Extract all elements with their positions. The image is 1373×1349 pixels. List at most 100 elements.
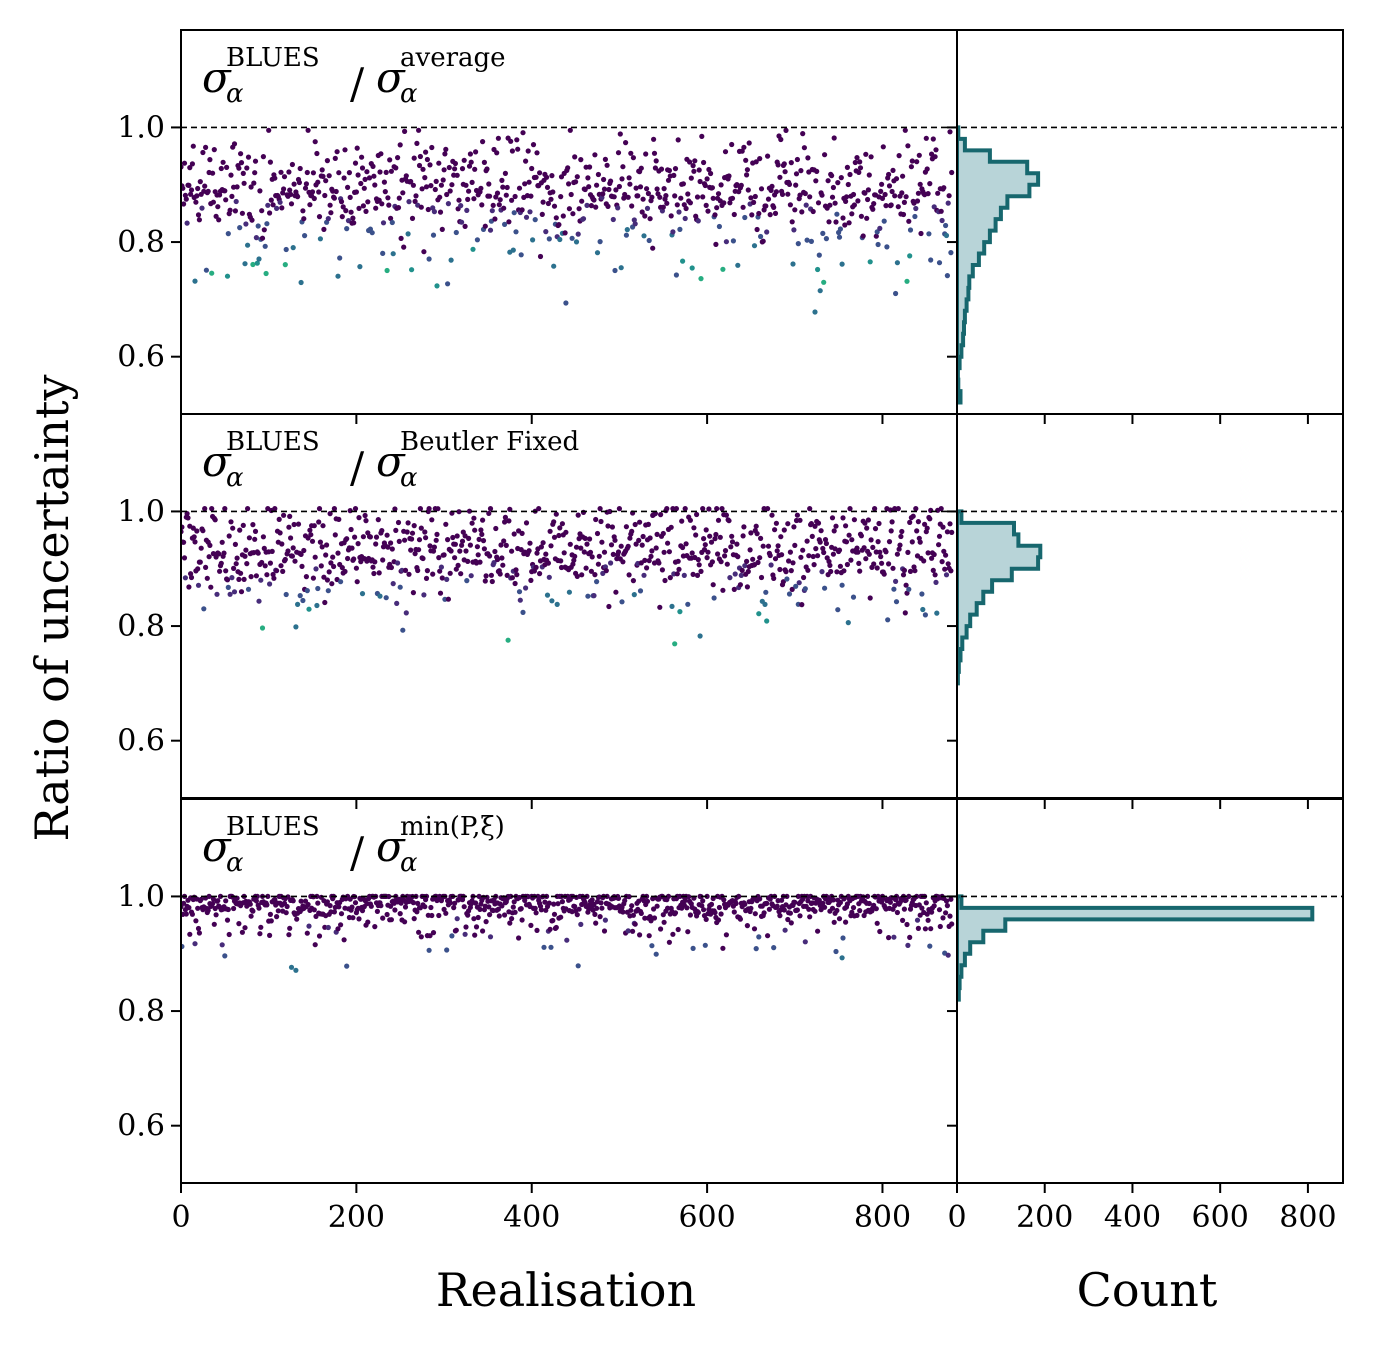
scatter-point [893, 176, 900, 182]
scatter-point [644, 565, 650, 571]
scatter-point [516, 935, 522, 941]
bottom-x-ticks: 0 200 400 600 800 0 200 400 600 800 [171, 1183, 1337, 1235]
scatter-point [504, 184, 510, 191]
scatter-point [658, 511, 664, 518]
scatter-point [335, 926, 341, 932]
scatter-point [256, 905, 262, 911]
scatter-point [392, 907, 398, 913]
scatter-point [906, 218, 912, 224]
scatter-point [699, 133, 705, 139]
scatter-point [376, 570, 382, 576]
scatter-point [352, 160, 359, 166]
scatter-point [804, 237, 810, 243]
scatter-point [493, 525, 499, 532]
scatter-point [211, 147, 217, 153]
scatter-point [233, 198, 239, 205]
scatter-point [572, 903, 578, 910]
scatter-point [946, 193, 952, 199]
scatter-point [739, 567, 745, 574]
scatter-point [181, 185, 186, 191]
scatter-point [241, 180, 247, 186]
scatter-point [215, 898, 221, 904]
scatter-point [427, 543, 433, 549]
scatter-point [858, 533, 865, 539]
y-tick-label: 0.6 [117, 340, 165, 375]
scatter-point [886, 171, 892, 178]
scatter-point [360, 203, 366, 209]
scatter-point [312, 554, 318, 560]
scatter-point [922, 521, 928, 527]
scatter-point [278, 169, 284, 175]
scatter-point [523, 520, 530, 526]
scatter-point [291, 521, 297, 528]
scatter-point [423, 535, 429, 541]
scatter-point [494, 556, 501, 563]
scatter-point [223, 197, 229, 203]
scatter-point [601, 928, 608, 934]
scatter-point [270, 202, 276, 208]
hist-frame [956, 29, 1344, 415]
scatter-point [311, 195, 317, 202]
scatter-point [443, 521, 449, 527]
scatter-point [598, 518, 604, 525]
scatter-point [511, 899, 517, 905]
scatter-point [475, 552, 481, 558]
scatter-point [452, 555, 458, 561]
scatter-point [495, 906, 501, 912]
scatter-point [674, 571, 680, 577]
scatter-point [852, 159, 858, 166]
scatter-point [459, 219, 465, 225]
scatter-point [381, 179, 387, 185]
scatter-point [582, 535, 588, 542]
scatter-point [314, 602, 320, 609]
scatter-point [334, 149, 340, 155]
scatter-point [660, 204, 666, 210]
scatter-point [741, 524, 747, 530]
scatter-point [411, 523, 417, 529]
scatter-point [412, 551, 418, 557]
scatter-point [181, 201, 187, 207]
scatter-point [500, 562, 506, 568]
scatter-point [518, 252, 524, 258]
scatter-point [509, 575, 515, 581]
scatter-point [464, 578, 470, 584]
scatter-point [404, 529, 410, 535]
scatter-point [947, 913, 953, 919]
scatter-point [920, 606, 926, 613]
scatter-point [782, 927, 788, 933]
scatter-point [628, 907, 634, 913]
scatter-point [345, 184, 351, 190]
scatter-point [897, 542, 903, 548]
scatter-point [597, 914, 603, 920]
y-tick-label: 0.8 [117, 994, 165, 1029]
scatter-point [327, 903, 333, 909]
scatter-point [536, 506, 542, 512]
scatter-point [680, 544, 686, 551]
scatter-point [831, 135, 837, 141]
scatter-point [397, 142, 403, 148]
scatter-point [746, 140, 752, 146]
scatter-point [672, 910, 679, 916]
scatter-point [506, 219, 512, 225]
scatter-point [811, 562, 817, 568]
scatter-point [913, 506, 919, 512]
scatter-point [948, 250, 954, 256]
scatter-point [402, 567, 409, 574]
scatter-point [405, 520, 411, 526]
scatter-point [438, 564, 444, 570]
hist-frame [956, 413, 1344, 799]
scatter-point [905, 143, 911, 149]
scatter-point [354, 579, 360, 585]
scatter-point [587, 549, 594, 555]
scatter-point [307, 527, 313, 533]
scatter-point [715, 917, 722, 923]
scatter-point [649, 943, 655, 949]
scatter-point [902, 610, 908, 616]
scatter-point [690, 163, 696, 169]
scatter-point [274, 914, 280, 920]
scatter-point [630, 928, 636, 934]
scatter-point [777, 566, 783, 573]
scatter-point [537, 253, 544, 260]
scatter-point [288, 191, 294, 197]
scatter-point [822, 152, 828, 158]
